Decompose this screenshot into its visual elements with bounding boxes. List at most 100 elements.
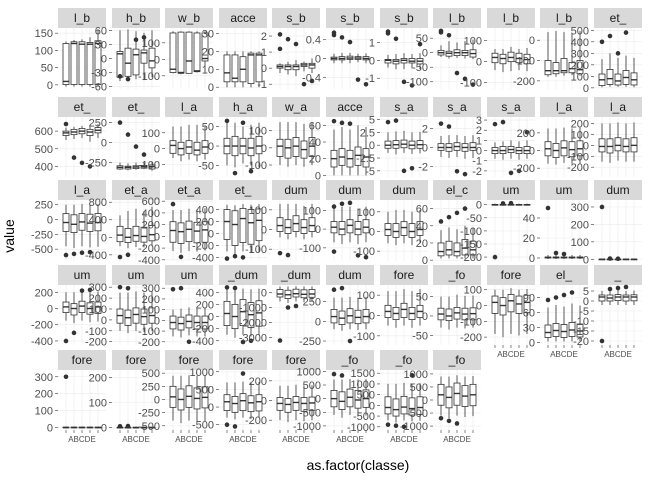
box-A — [544, 32, 552, 77]
box-E — [255, 382, 263, 418]
y-tick-label: 0 — [261, 288, 267, 300]
y-tick-label: -100 — [353, 246, 375, 258]
x-tick-label: ABCDE — [390, 435, 418, 444]
outlier-point — [339, 201, 345, 207]
facet-strip-label: et_a — [177, 183, 201, 197]
facet-strip-label: _dum — [227, 268, 258, 282]
facet-panel: dum -100 0 100 — [299, 180, 374, 261]
box-B — [338, 379, 346, 418]
y-tick-label: -200 — [138, 243, 160, 255]
facet-strip — [112, 265, 160, 285]
box-iqr — [384, 396, 392, 415]
box-A — [384, 132, 392, 153]
outlier-point — [409, 83, 415, 88]
facet-panel: fore -200 0 200 ABCDE — [245, 350, 320, 444]
facet-strip-label: _fo — [341, 353, 359, 367]
box-E — [148, 291, 156, 331]
box-B — [70, 204, 78, 248]
box-B — [70, 292, 78, 324]
facet-panel: _dum -3000 -2000 -1000 0 — [239, 265, 320, 345]
box-A — [330, 297, 338, 330]
box-iqr — [453, 242, 461, 257]
box-C — [560, 306, 568, 342]
box-E — [523, 288, 531, 334]
box-A — [223, 382, 231, 418]
outlier-point — [240, 371, 246, 376]
box-B — [552, 305, 560, 342]
outlier-point — [117, 284, 123, 290]
y-tick-label: -20 — [573, 336, 589, 348]
y-tick-label: 400 — [89, 215, 107, 227]
box-A — [116, 215, 124, 247]
box-C — [78, 291, 86, 321]
y-tick-label: 300 — [571, 48, 589, 60]
y-tick-label: 0 — [101, 423, 107, 435]
box-iqr — [201, 221, 209, 243]
facet-strip — [272, 8, 320, 28]
box-E — [416, 131, 424, 154]
box-A — [437, 376, 445, 416]
box-E — [362, 379, 370, 416]
outlier-point — [401, 79, 407, 85]
y-tick-label: -100 — [85, 326, 107, 338]
box-C — [453, 42, 461, 58]
box-iqr — [300, 397, 308, 412]
box-C — [292, 286, 300, 302]
y-tick-label: 0 — [529, 338, 535, 350]
y-tick-label: 20 — [523, 233, 535, 245]
box-iqr — [116, 51, 124, 78]
facet-panel: fore 0 100 200 ABCDE — [89, 350, 160, 444]
facet-strip-label: fore — [126, 353, 147, 367]
box-D — [140, 292, 148, 332]
facet-panel: l_a -500 -250 0 250 — [31, 180, 106, 261]
facet-strip-label: um — [181, 268, 198, 282]
box-iqr — [193, 221, 201, 244]
facet-panel: h_b -60 -30 0 30 60 — [91, 8, 160, 94]
y-tick-label: 3 — [476, 115, 482, 127]
box-iqr — [132, 225, 140, 242]
y-tick-label: 100 — [571, 129, 589, 141]
box-A — [62, 127, 70, 140]
outlier-point — [446, 124, 452, 129]
facet-panel: s_a-5-2.502.55 — [356, 97, 428, 178]
facet-strip-label: et_ — [74, 100, 91, 114]
y-tick-label: -2.5 — [356, 153, 375, 165]
box-E — [94, 124, 102, 139]
y-tick-label: -100 — [460, 78, 482, 90]
y-tick-label: -100 — [245, 244, 267, 256]
box-D — [86, 204, 94, 248]
outlier-point — [446, 418, 452, 424]
y-tick-label: -200 — [460, 252, 482, 264]
y-tick-label: -200 — [85, 337, 107, 349]
y-tick-label: 500 — [571, 25, 589, 37]
outlier-point — [553, 295, 559, 300]
outlier-point — [71, 330, 77, 336]
box-C — [614, 290, 622, 305]
y-tick-label: 100 — [571, 237, 589, 249]
outlier-point — [240, 120, 246, 126]
y-tick-label: 0 — [369, 55, 375, 67]
box-A — [169, 309, 177, 337]
facet-strip — [594, 265, 642, 285]
y-tick-label: -200 — [192, 324, 214, 336]
box-D — [247, 204, 255, 253]
facet-strip-label: l_b — [556, 11, 572, 25]
outlier-point — [623, 30, 629, 35]
facet-strip-label: l_a — [181, 100, 197, 114]
box-C — [239, 381, 247, 418]
y-tick-label: -100 — [299, 243, 321, 255]
outlier-point — [438, 415, 444, 421]
facet-strip-label: h_b — [126, 11, 146, 25]
box-C — [239, 126, 247, 164]
x-tick-label: ABCDE — [175, 435, 203, 444]
outlier-point — [248, 338, 254, 344]
facet-strip — [594, 180, 642, 200]
box-E — [201, 126, 209, 160]
y-tick-label: 0 — [261, 225, 267, 237]
box-C — [400, 382, 408, 421]
box-iqr — [445, 240, 453, 256]
box-B — [606, 123, 614, 163]
outlier-point — [355, 253, 361, 258]
